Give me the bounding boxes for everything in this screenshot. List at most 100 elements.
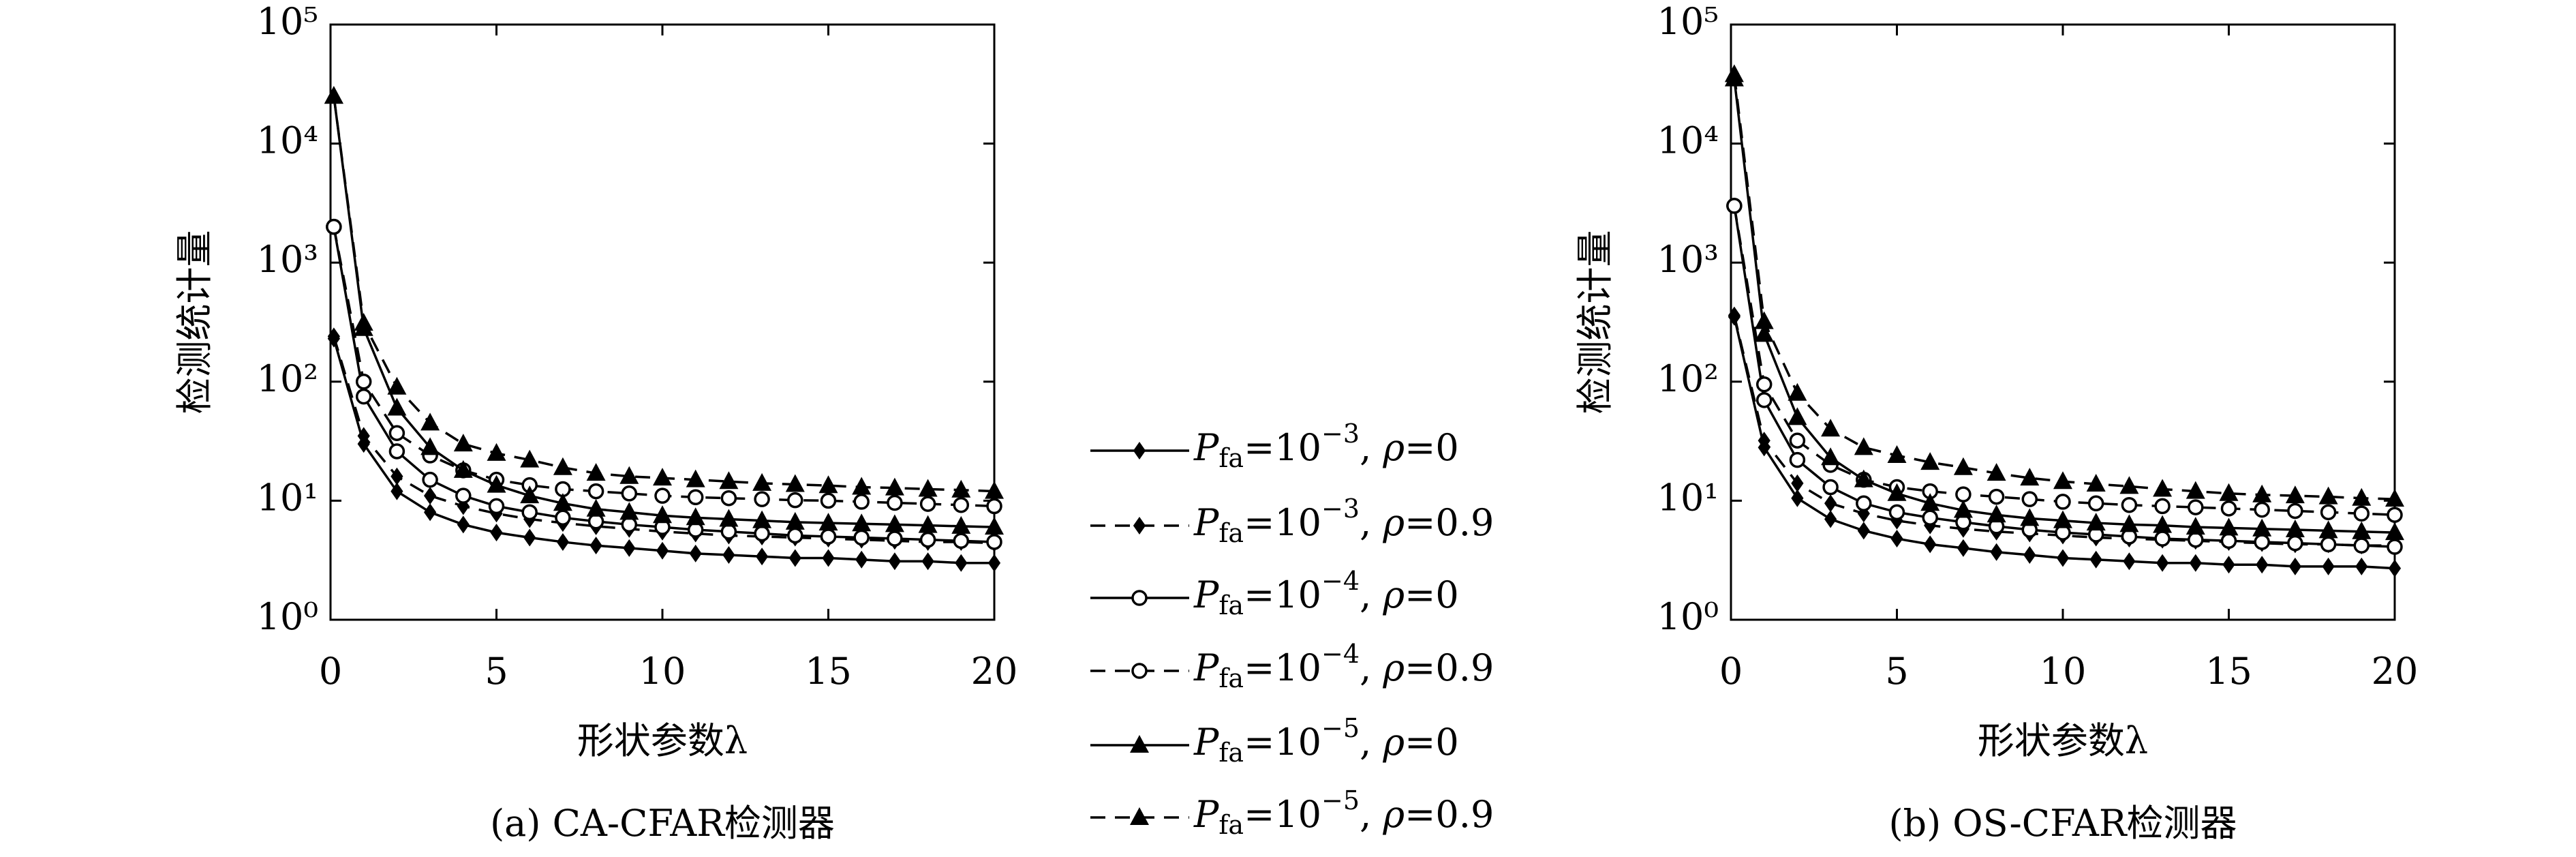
marker [2287,535,2303,552]
marker [1854,437,1873,455]
marker [586,498,606,517]
marker [822,549,835,567]
marker [919,496,936,512]
marker [754,491,770,507]
marker [453,460,473,478]
x-tick-label: 10 [2040,650,2087,693]
x-tick-label: 5 [1885,650,1908,693]
marker [852,513,872,532]
marker [1789,451,1806,468]
y-axis-label: 检测统计量 [1574,230,1616,415]
marker [2089,550,2102,569]
series-line [333,226,995,508]
marker [2256,556,2269,574]
marker [1822,479,1839,496]
marker [985,481,1004,499]
marker [390,482,403,500]
y-tick-label: 10¹ [1657,476,1719,519]
marker [754,525,770,542]
marker [986,498,1002,515]
marker [2154,530,2171,547]
marker [327,327,340,346]
marker [719,509,739,527]
marker [653,505,672,524]
y-tick-label: 10⁵ [257,0,318,43]
marker [2385,522,2404,541]
marker [2020,468,2040,486]
marker [1987,463,2006,481]
marker [1887,483,1907,501]
marker [985,517,1004,535]
marker [424,487,437,505]
marker [2056,549,2070,567]
y-tick-label: 10⁴ [257,119,318,162]
marker [1922,509,1938,526]
marker [2254,501,2270,518]
marker [2388,559,2402,577]
marker [326,218,342,235]
marker [2119,514,2139,532]
marker [2320,504,2337,521]
marker [2387,507,2403,523]
legend-marker [1133,442,1146,460]
marker [885,477,904,496]
marker [1824,510,1837,528]
marker [1920,452,1940,470]
marker [722,546,735,565]
marker [1821,419,1841,437]
marker [2285,520,2305,538]
marker [1857,522,1870,540]
y-axis-label: 检测统计量 [173,230,216,415]
marker [520,449,540,468]
marker [653,468,672,486]
marker [1724,64,1744,82]
x-tick-label: 0 [1719,650,1743,693]
marker [2254,534,2270,550]
marker [553,457,572,475]
marker [488,498,505,515]
marker [2285,485,2305,504]
marker [2385,489,2404,507]
marker [390,467,403,485]
marker [487,475,506,493]
marker [2153,479,2173,497]
marker [1755,376,1773,393]
marker [2119,476,2139,494]
marker [387,397,407,416]
x-tick-label: 15 [805,650,852,693]
marker [788,549,801,567]
marker [2020,508,2040,526]
y-tick-label: 10³ [1657,238,1719,281]
marker [918,515,938,533]
marker [919,531,936,548]
marker [2222,556,2235,574]
marker [885,514,904,532]
legend-marker [1131,590,1148,606]
marker [1955,486,1972,502]
marker [2087,495,2104,512]
marker [2252,518,2272,537]
legend-marker [1130,807,1149,825]
marker [1788,382,1807,401]
x-axis-label: 形状参数λ [577,719,748,762]
marker [787,527,803,544]
marker [2220,500,2237,517]
marker [1821,447,1841,466]
marker [1791,489,1804,507]
marker [2219,483,2239,501]
marker [951,479,971,498]
marker [1953,457,1973,475]
legend-marker [1130,735,1149,753]
marker [719,471,739,490]
marker [388,443,405,460]
marker [555,509,571,526]
marker [2053,510,2072,528]
marker [2053,471,2072,490]
marker [1988,488,2005,505]
x-tick-label: 20 [2372,650,2419,693]
marker [619,466,639,484]
marker [2021,491,2038,507]
marker [2154,498,2171,515]
marker [720,490,737,507]
marker [420,437,440,455]
